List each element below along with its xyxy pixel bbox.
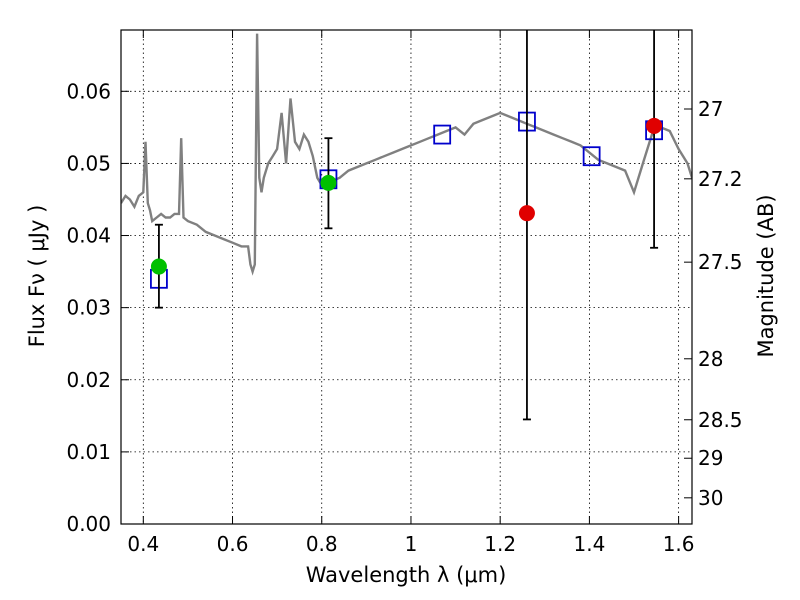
plot-frame: [120, 29, 693, 525]
mag-tick-label: 28.5: [698, 408, 743, 432]
ticks: [121, 30, 692, 525]
mag-tick-label: 27.2: [698, 167, 743, 191]
x-tick-labels: 0.4 0.6 0.8 1 1.2 1.4 1.6: [127, 532, 694, 556]
x-tick-label: 1.6: [663, 532, 695, 556]
mag-tick-label: 30: [698, 486, 723, 510]
y-tick-labels: 0.00 0.01 0.02 0.03 0.04 0.05 0.06: [66, 79, 111, 536]
data-point: [646, 117, 663, 134]
spectrum-line: [121, 33, 692, 276]
y-tick-label: 0.01: [66, 440, 111, 464]
x-tick-label: 1: [405, 532, 418, 556]
y-tick-label: 0.06: [66, 79, 111, 103]
mag-tick-label: 27: [698, 97, 723, 121]
model-square-marker: [582, 146, 601, 167]
photometry-markers: [150, 30, 663, 421]
x-tick-label: 0.6: [217, 532, 249, 556]
y-tick-label: 0.02: [66, 368, 111, 392]
grid: [121, 30, 692, 525]
y-tick-label: 0.00: [66, 512, 111, 536]
x-tick-label: 0.8: [306, 532, 338, 556]
x-tick-label: 0.4: [127, 532, 159, 556]
x-tick-label: 1.4: [573, 532, 605, 556]
data-point: [150, 258, 167, 275]
mag-tick-label: 28: [698, 347, 723, 371]
y-axis-label: Flux Fν ( μJy ): [25, 205, 49, 348]
mag-tick-label: 27.5: [698, 250, 743, 274]
magnitude-axis-label: Magnitude (AB): [754, 194, 778, 357]
data-point: [518, 205, 535, 222]
x-axis-label: Wavelength λ (μm): [306, 563, 507, 587]
y-tick-label: 0.05: [66, 151, 111, 175]
y-tick-label: 0.04: [66, 224, 111, 248]
magnitude-tick-labels: 27 27.2 27.5 28 28.5 29 30: [698, 97, 743, 510]
x-tick-label: 1.2: [484, 532, 516, 556]
model-spectrum: [121, 33, 692, 276]
y-tick-label: 0.03: [66, 296, 111, 320]
data-point: [320, 174, 337, 191]
model-square-marker: [433, 124, 452, 145]
mag-tick-label: 29: [698, 446, 723, 470]
